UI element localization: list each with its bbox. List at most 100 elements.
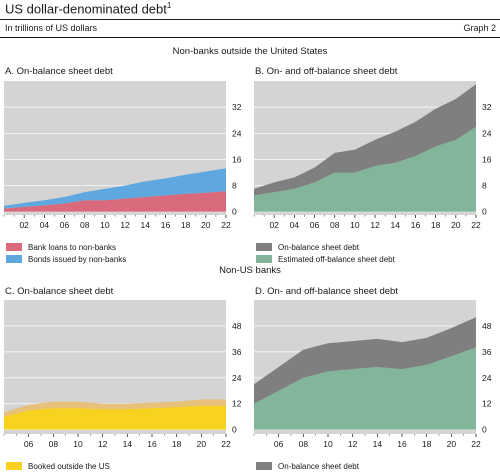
x-tick-label: 04	[290, 220, 300, 230]
legend-swatch	[6, 462, 22, 470]
y-tick-label: 24	[482, 373, 492, 383]
area-series-1	[254, 84, 476, 196]
x-tick-label: 22	[471, 220, 481, 230]
page-title: US dollar-denominated debt1	[5, 1, 172, 17]
x-tick-label: 22	[221, 220, 231, 230]
legend-b: On-balance sheet debt Estimated off-bala…	[256, 241, 395, 265]
legend-item: Estimated off-balance sheet debt	[256, 253, 395, 265]
legend-label: On-balance sheet debt	[278, 461, 359, 471]
x-tick-label: 14	[391, 220, 401, 230]
graph-number: Graph 2	[463, 23, 496, 33]
legend-swatch	[256, 462, 272, 470]
x-tick-label: 10	[350, 220, 360, 230]
x-tick-label: 10	[100, 220, 110, 230]
x-tick-label: 20	[451, 220, 461, 230]
x-tick-label: 08	[49, 439, 59, 449]
x-tick-label: 12	[98, 439, 108, 449]
x-tick-label: 06	[274, 439, 284, 449]
x-tick-label: 20	[447, 439, 457, 449]
legend-item: On-balance sheet debt	[256, 460, 359, 472]
x-tick-label: 12	[120, 220, 130, 230]
x-tick-label: 18	[422, 439, 432, 449]
x-tick-label: 08	[80, 220, 90, 230]
area-series-1	[4, 399, 226, 417]
legend-a: Bank loans to non-banks Bonds issued by …	[6, 241, 126, 265]
x-tick-label: 18	[181, 220, 191, 230]
x-tick-label: 06	[310, 220, 320, 230]
x-tick-label: 20	[201, 220, 211, 230]
chart-c: 0 12 24 36 48 06 08 10 12 14 16 18 20 22	[3, 300, 242, 449]
x-tick-label: 16	[161, 220, 171, 230]
legend-swatch	[256, 255, 272, 263]
panel-d-title: D. On- and off-balance sheet debt	[255, 286, 398, 297]
header-rule	[0, 37, 500, 38]
panel-b-title: B. On- and off-balance sheet debt	[255, 66, 398, 77]
x-tick-label: 06	[60, 220, 70, 230]
x-tick-label: 06	[24, 439, 34, 449]
x-tick-label: 12	[348, 439, 358, 449]
y-tick-label: 8	[482, 181, 487, 191]
y-tick-label: 24	[232, 373, 242, 383]
units-label: In trillions of US dollars	[5, 23, 98, 33]
x-tick-label: 14	[141, 220, 151, 230]
legend-swatch	[6, 243, 22, 251]
y-tick-label: 0	[482, 425, 487, 435]
legend-label: Estimated off-balance sheet debt	[278, 254, 395, 264]
panel-a-title: A. On-balance sheet debt	[5, 66, 113, 77]
y-tick-label: 32	[232, 102, 242, 112]
y-tick-label: 12	[232, 399, 242, 409]
y-tick-label: 24	[232, 128, 242, 138]
x-tick-label: 16	[397, 439, 407, 449]
y-tick-label: 8	[232, 181, 237, 191]
area-series-1	[254, 317, 476, 404]
area-series-0	[4, 405, 226, 430]
area-series-1	[4, 168, 226, 209]
x-tick-label: 22	[471, 439, 481, 449]
legend-label: Bonds issued by non-banks	[28, 254, 127, 264]
x-tick-label: 22	[221, 439, 231, 449]
y-tick-label: 16	[482, 154, 492, 164]
chart-d: 0 12 24 36 48 06 08 10 12 14 16 18 20 22	[253, 300, 492, 449]
panel-c-title: C. On-balance sheet debt	[5, 286, 114, 297]
y-tick-label: 48	[482, 321, 492, 331]
x-tick-label: 20	[197, 439, 207, 449]
legend-swatch	[256, 243, 272, 251]
x-tick-label: 18	[431, 220, 441, 230]
x-tick-label: 08	[299, 439, 309, 449]
legend-d: On-balance sheet debt	[256, 460, 359, 472]
x-tick-label: 14	[373, 439, 383, 449]
x-tick-label: 14	[123, 439, 133, 449]
x-tick-label: 02	[269, 220, 279, 230]
section-title-bottom: Non-US banks	[219, 265, 281, 276]
x-tick-label: 12	[370, 220, 380, 230]
area-series-0	[254, 126, 476, 212]
y-tick-label: 0	[232, 207, 237, 217]
title-rule	[0, 19, 500, 20]
y-tick-label: 32	[482, 102, 492, 112]
legend-label: Booked outside the US	[28, 461, 110, 471]
y-tick-label: 36	[232, 347, 242, 357]
x-tick-label: 16	[147, 439, 157, 449]
legend-label: On-balance sheet debt	[278, 242, 359, 252]
legend-item: On-balance sheet debt	[256, 241, 395, 253]
area-series-0	[254, 347, 476, 430]
y-tick-label: 12	[482, 399, 492, 409]
x-tick-label: 16	[411, 220, 421, 230]
x-tick-label: 02	[19, 220, 29, 230]
area-series-0	[4, 191, 226, 212]
y-tick-label: 48	[232, 321, 242, 331]
y-tick-label: 16	[232, 154, 242, 164]
y-tick-label: 0	[232, 425, 237, 435]
legend-swatch	[6, 255, 22, 263]
legend-label: Bank loans to non-banks	[28, 242, 117, 252]
x-tick-label: 08	[330, 220, 340, 230]
legend-item: Bonds issued by non-banks	[6, 253, 126, 265]
y-tick-label: 0	[482, 207, 487, 217]
legend-item: Bank loans to non-banks	[6, 241, 126, 253]
x-tick-label: 10	[73, 439, 83, 449]
y-tick-label: 24	[482, 128, 492, 138]
x-tick-label: 18	[172, 439, 182, 449]
x-tick-label: 10	[323, 439, 333, 449]
